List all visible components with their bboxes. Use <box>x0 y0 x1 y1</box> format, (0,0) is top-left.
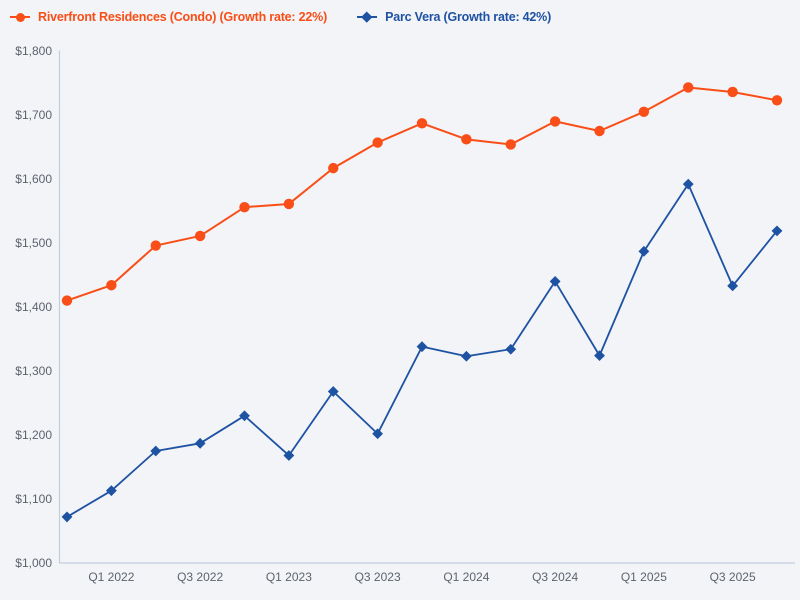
data-point-marker[interactable] <box>194 437 206 449</box>
x-axis-tick-label: Q3 2023 <box>355 570 401 584</box>
data-point-marker[interactable] <box>460 350 472 362</box>
x-axis-tick-label: Q1 2022 <box>88 570 134 584</box>
y-axis-tick-label: $1,300 <box>15 364 52 378</box>
data-point-marker[interactable] <box>328 162 339 174</box>
legend-label-parc-vera: Parc Vera (Growth rate: 42%) <box>385 10 552 24</box>
data-point-marker[interactable] <box>283 450 295 461</box>
data-point-marker[interactable] <box>682 178 694 190</box>
legend-circle-marker-icon <box>10 11 30 23</box>
data-point-marker[interactable] <box>549 276 561 287</box>
y-axis-tick-label: $1,500 <box>15 236 52 250</box>
data-point-marker[interactable] <box>105 485 117 497</box>
y-axis-tick-label: $1,600 <box>15 172 52 186</box>
data-point-marker[interactable] <box>505 139 516 150</box>
data-point-marker[interactable] <box>771 95 783 106</box>
data-point-marker[interactable] <box>727 86 738 98</box>
data-point-marker[interactable] <box>683 82 694 93</box>
x-axis-tick-label: Q1 2024 <box>443 570 489 584</box>
data-point-marker[interactable] <box>372 137 383 148</box>
data-point-marker[interactable] <box>638 106 650 118</box>
data-point-marker[interactable] <box>150 445 162 457</box>
data-point-marker[interactable] <box>372 428 384 440</box>
data-point-marker[interactable] <box>61 511 73 523</box>
y-axis-tick-label: $1,000 <box>15 556 52 570</box>
data-point-marker[interactable] <box>549 116 561 127</box>
data-point-marker[interactable] <box>727 280 739 292</box>
y-axis-tick-label: $1,100 <box>15 492 52 506</box>
y-axis-tick-label: $1,400 <box>15 300 52 314</box>
data-point-marker[interactable] <box>594 125 605 137</box>
data-point-marker[interactable] <box>594 350 605 362</box>
y-axis-tick-label: $1,800 <box>15 44 52 58</box>
y-axis-tick-label: $1,700 <box>15 108 52 122</box>
x-axis-tick-label: Q1 2025 <box>621 570 667 584</box>
data-point-marker[interactable] <box>461 134 472 145</box>
data-point-marker[interactable] <box>106 280 117 291</box>
data-point-marker[interactable] <box>327 386 339 397</box>
data-point-marker[interactable] <box>239 410 250 422</box>
x-axis-tick-label: Q3 2024 <box>532 570 578 584</box>
data-point-marker[interactable] <box>505 343 517 355</box>
legend-item-parc-vera[interactable]: Parc Vera (Growth rate: 42%) <box>357 10 551 24</box>
data-point-marker[interactable] <box>61 295 73 306</box>
chart-legend: Riverfront Residences (Condo) (Growth ra… <box>10 7 551 27</box>
data-point-marker[interactable] <box>150 240 161 251</box>
data-point-marker[interactable] <box>638 245 650 257</box>
data-point-marker[interactable] <box>194 230 206 242</box>
legend-label-riverfront-residences: Riverfront Residences (Condo) (Growth ra… <box>38 10 328 24</box>
legend-diamond-marker-icon <box>357 11 378 23</box>
x-axis-tick-label: Q1 2023 <box>266 570 312 584</box>
x-axis-tick-label: Q3 2022 <box>177 570 223 584</box>
data-point-marker[interactable] <box>283 198 295 210</box>
legend-item-riverfront-residences[interactable]: Riverfront Residences (Condo) (Growth ra… <box>10 10 327 24</box>
x-axis-tick-label: Q3 2025 <box>710 570 756 584</box>
y-axis-tick-label: $1,200 <box>15 428 52 442</box>
data-point-marker[interactable] <box>239 201 250 213</box>
data-point-marker[interactable] <box>416 118 428 129</box>
data-point-marker[interactable] <box>416 341 428 353</box>
data-point-marker[interactable] <box>771 225 783 237</box>
